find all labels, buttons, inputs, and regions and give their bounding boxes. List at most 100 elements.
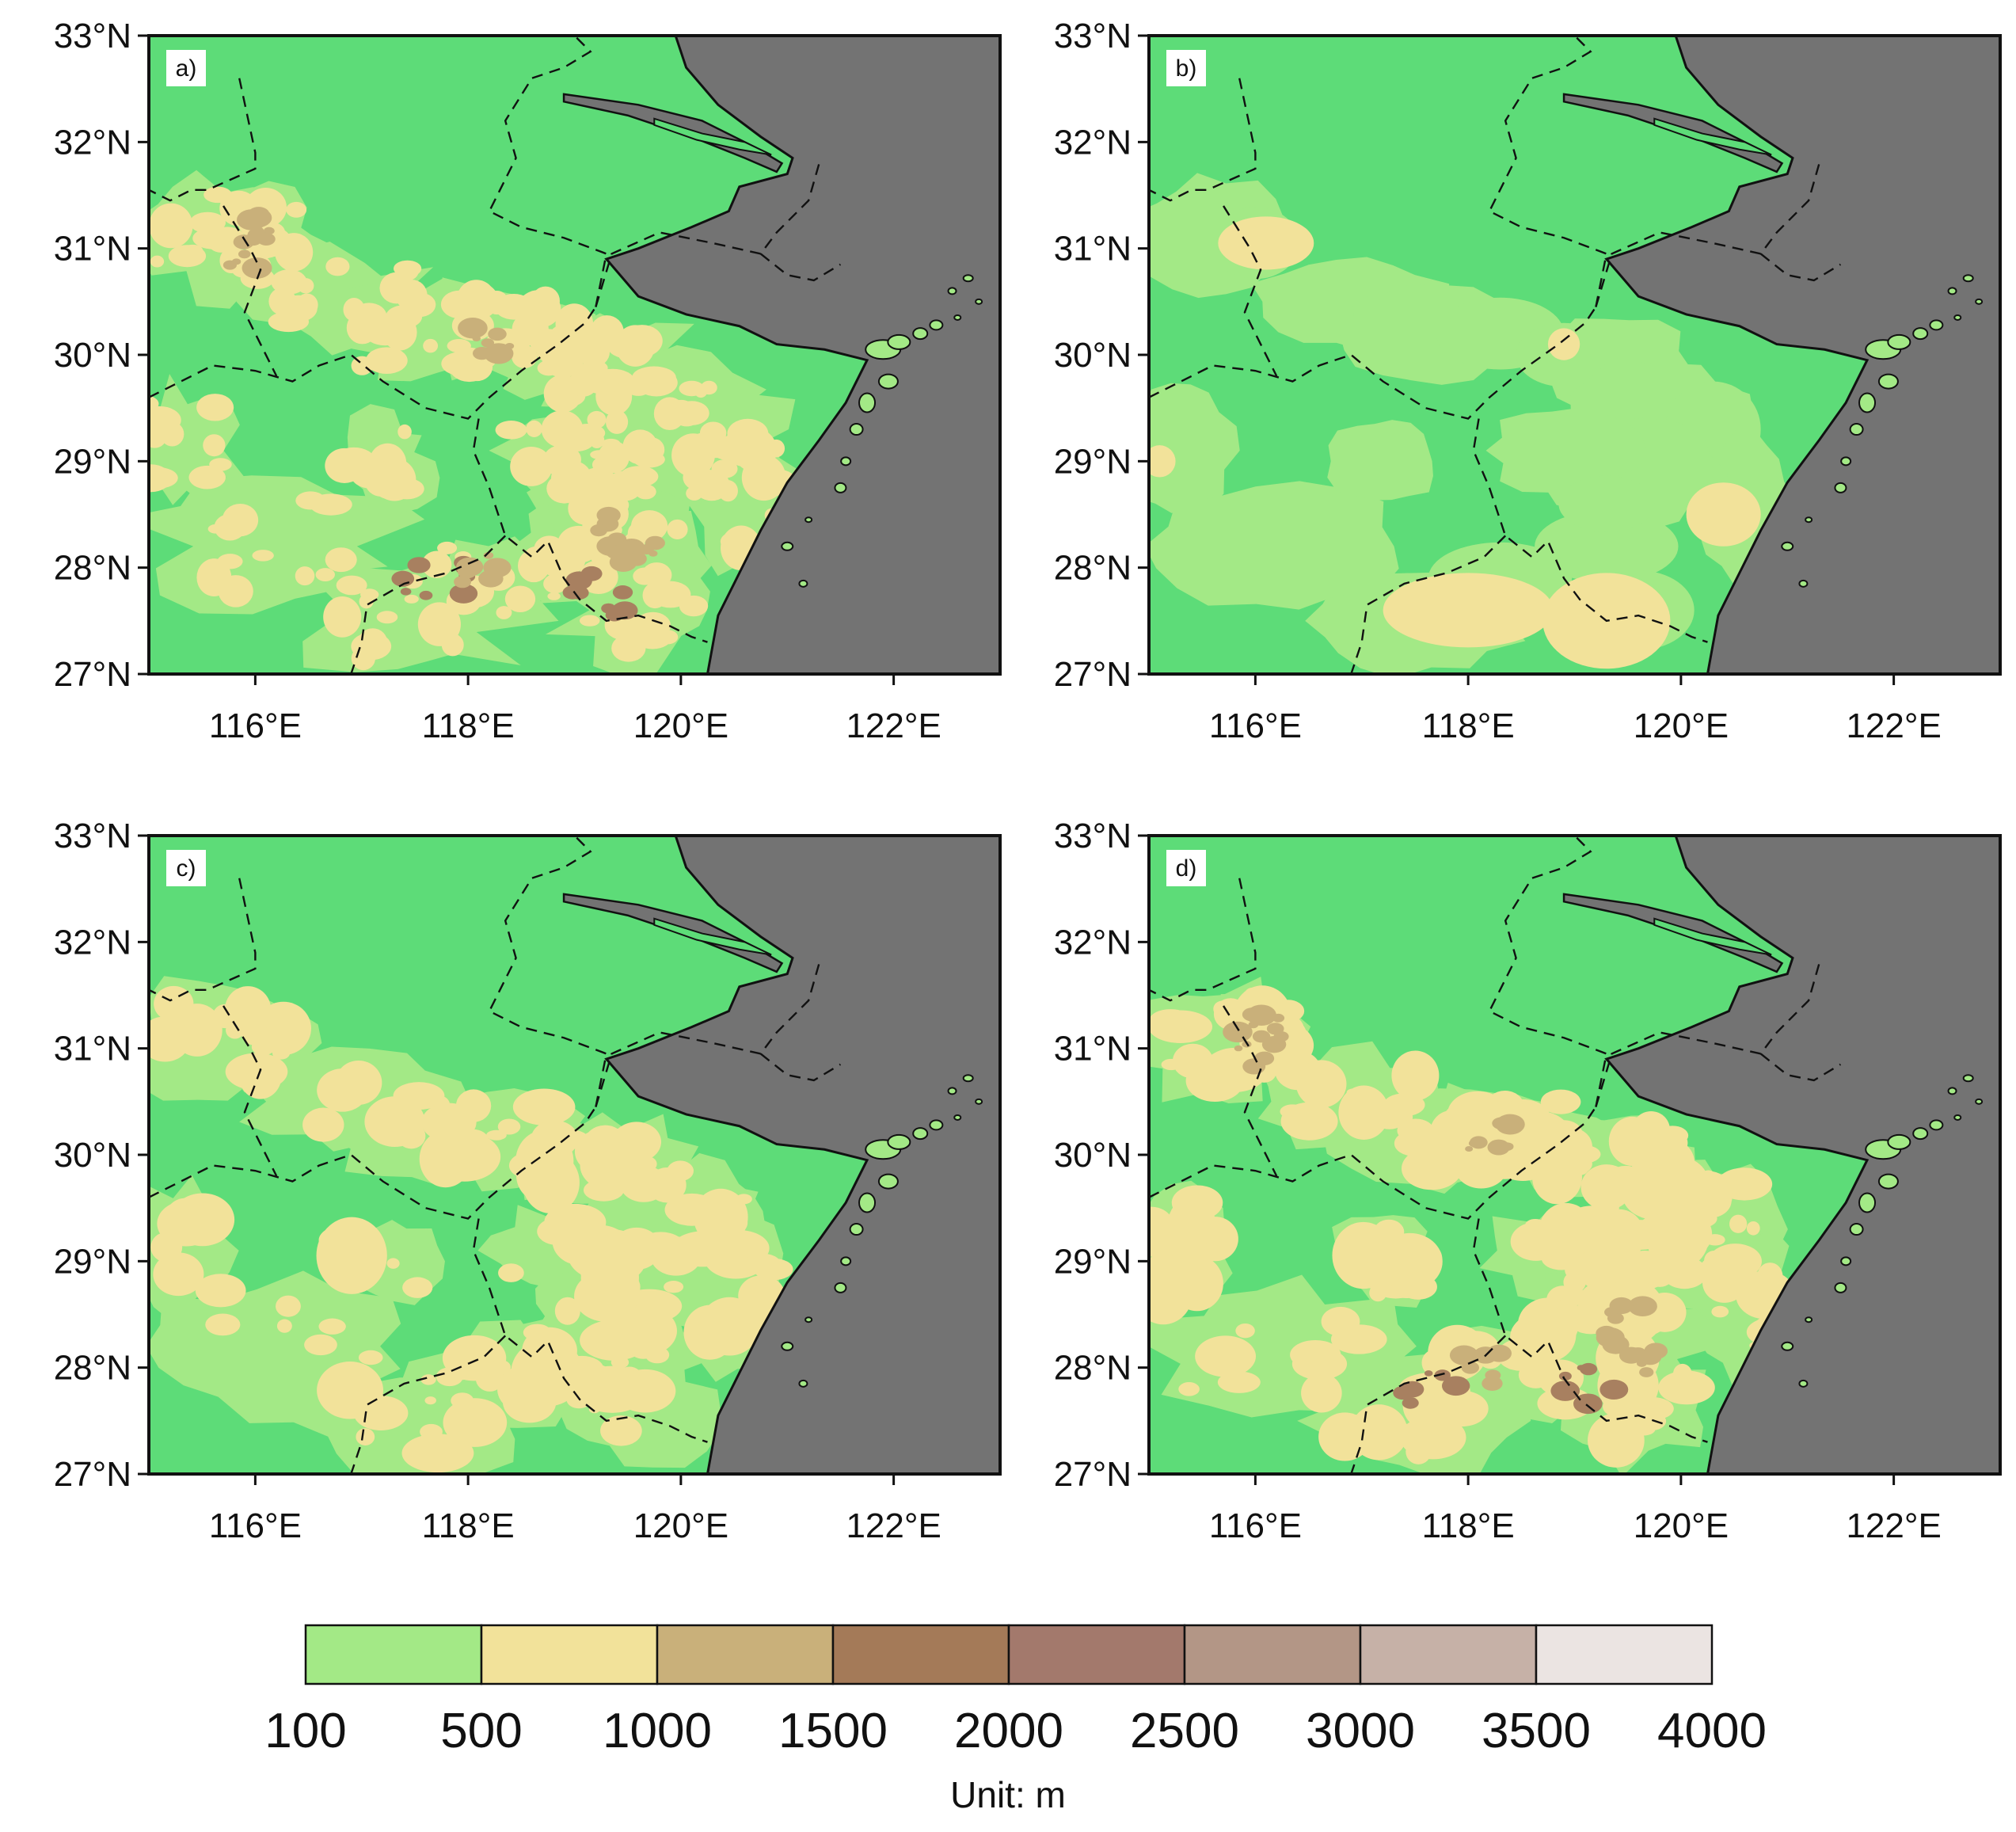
- lat-tick-label: 30°N: [1054, 336, 1132, 375]
- province-border: [1149, 878, 1257, 1002]
- lat-tick-label: 28°N: [1054, 549, 1132, 588]
- map-panel-a: a) 33°N 32°N 31°N 30°N 29°N 28°N 27°N 116°E 118°E…: [54, 17, 1002, 745]
- island: [887, 1133, 911, 1150]
- province-border: [1759, 1053, 1842, 1082]
- colorbar-box: [1183, 1624, 1362, 1685]
- island: [962, 274, 974, 283]
- lat-tick-label: 31°N: [1054, 230, 1132, 269]
- lon-tick-label: 116°E: [209, 707, 302, 745]
- island: [1929, 319, 1944, 331]
- lon-tick-label: 118°E: [422, 1506, 515, 1545]
- colorbar-box: [831, 1624, 1010, 1685]
- province-border: [488, 836, 608, 1107]
- province-border: [1759, 253, 1842, 282]
- province-border: [1595, 162, 1820, 307]
- colorbar-box: [1007, 1624, 1186, 1685]
- island: [1962, 274, 1974, 283]
- lat-tick-label: 27°N: [1054, 1455, 1132, 1494]
- coastline: [1604, 836, 1870, 1474]
- lon-tick-label: 122°E: [1846, 707, 1941, 745]
- island: [858, 1192, 877, 1213]
- lat-tick-label: 28°N: [54, 1349, 131, 1388]
- coastline: [1604, 36, 1870, 674]
- province-border: [488, 36, 608, 307]
- island: [1953, 314, 1962, 321]
- province-border: [1149, 78, 1257, 202]
- island: [1877, 373, 1899, 390]
- island: [1947, 1087, 1957, 1095]
- island: [912, 327, 929, 341]
- island: [1781, 541, 1794, 551]
- province-border: [1350, 1335, 1507, 1474]
- lon-tick-label: 120°E: [633, 707, 728, 745]
- yangtze-estuary: [1562, 893, 1784, 973]
- province-border: [223, 205, 278, 377]
- colorbar-labels: 100 500 1000 1500 2000 2500 3000 3500 4000: [264, 1704, 1767, 1758]
- island: [953, 314, 962, 321]
- estuary-island: [1653, 117, 1772, 156]
- colorbar-box: [1359, 1624, 1538, 1685]
- colorbar-box: [1535, 1624, 1714, 1685]
- svg-text:a): a): [176, 55, 197, 82]
- yangtze-estuary: [562, 893, 784, 973]
- lat-tick-label: 33°N: [1054, 17, 1132, 55]
- svg-text:c): c): [177, 855, 196, 882]
- colorbar-box: [656, 1624, 835, 1685]
- terrain-shading: [149, 169, 806, 674]
- lat-tick-label: 33°N: [1054, 817, 1132, 855]
- province-border: [149, 1106, 597, 1220]
- province-border: [1595, 962, 1820, 1107]
- lon-tick-label: 118°E: [1422, 707, 1515, 745]
- island: [947, 287, 957, 295]
- island: [1840, 1256, 1852, 1266]
- colorbar-level-label: 1000: [603, 1704, 712, 1758]
- island: [781, 541, 794, 551]
- lat-tick-label: 32°N: [1054, 923, 1132, 962]
- province-border: [595, 162, 820, 307]
- lat-tick-label: 30°N: [54, 336, 131, 375]
- island: [804, 516, 813, 524]
- colorbar-level-label: 4000: [1657, 1704, 1767, 1758]
- province-border: [1472, 1218, 1708, 1443]
- lon-tick-label: 122°E: [846, 707, 941, 745]
- island: [1962, 1074, 1974, 1083]
- island: [849, 423, 864, 436]
- lon-tick-label: 120°E: [1634, 1506, 1729, 1545]
- colorbar-boxes: [304, 1624, 1714, 1685]
- province-border: [1149, 306, 1597, 420]
- island: [1781, 1341, 1794, 1351]
- island: [798, 1379, 808, 1388]
- province-border: [149, 78, 257, 202]
- island: [1858, 392, 1877, 413]
- colorbar-box: [480, 1624, 659, 1685]
- province-border: [1488, 36, 1608, 307]
- island: [858, 392, 877, 413]
- lat-tick-label: 33°N: [54, 17, 131, 55]
- map-panel-c: c) 33°N 32°N 31°N 30°N 29°N 28°N 27°N 116°E 118°E…: [54, 817, 1002, 1545]
- island: [834, 482, 847, 493]
- lat-tick-label: 29°N: [1054, 1242, 1132, 1281]
- island: [1849, 423, 1864, 436]
- island: [929, 319, 944, 331]
- island: [929, 1119, 944, 1131]
- island: [1805, 1316, 1813, 1324]
- island: [1798, 579, 1809, 588]
- colorbar-level-label: 3000: [1306, 1704, 1415, 1758]
- lat-tick-label: 32°N: [54, 923, 131, 962]
- lat-tick-label: 28°N: [1054, 1349, 1132, 1388]
- panel-label: b): [1166, 50, 1206, 86]
- lat-tick-label: 27°N: [54, 1455, 131, 1494]
- colorbar-level-label: 2500: [1130, 1704, 1239, 1758]
- lat-tick-label: 31°N: [54, 1030, 131, 1068]
- lat-tick-label: 27°N: [1054, 655, 1132, 694]
- island: [1975, 1098, 1984, 1105]
- terrain-shading: [149, 976, 798, 1474]
- lon-tick-label: 118°E: [422, 707, 515, 745]
- province-border: [149, 306, 597, 420]
- panel-label: a): [166, 50, 206, 86]
- island: [1947, 287, 1957, 295]
- colorbar-level-label: 3500: [1482, 1704, 1591, 1758]
- lat-tick-label: 28°N: [54, 549, 131, 588]
- lon-tick-label: 116°E: [209, 1506, 302, 1545]
- island: [947, 1087, 957, 1095]
